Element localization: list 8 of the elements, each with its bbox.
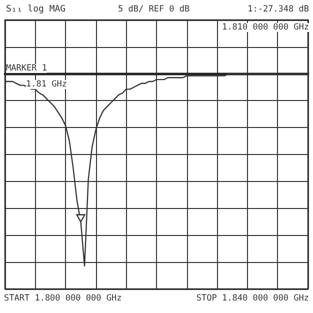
chart-title: S₁₁ log MAG [6, 4, 66, 14]
text: MARKER 1 [6, 64, 47, 74]
text: 1:-27.348 dB [248, 4, 310, 14]
text: 1.810 000 000 GHz [222, 22, 310, 32]
chart-subtitle: 5 dB/ REF 0 dB [118, 4, 190, 14]
text: START 1.800 000 000 GHz [4, 294, 122, 304]
annotation: 1.81 GHz [26, 80, 67, 90]
text: STOP 1.840 000 000 GHz [196, 294, 310, 304]
